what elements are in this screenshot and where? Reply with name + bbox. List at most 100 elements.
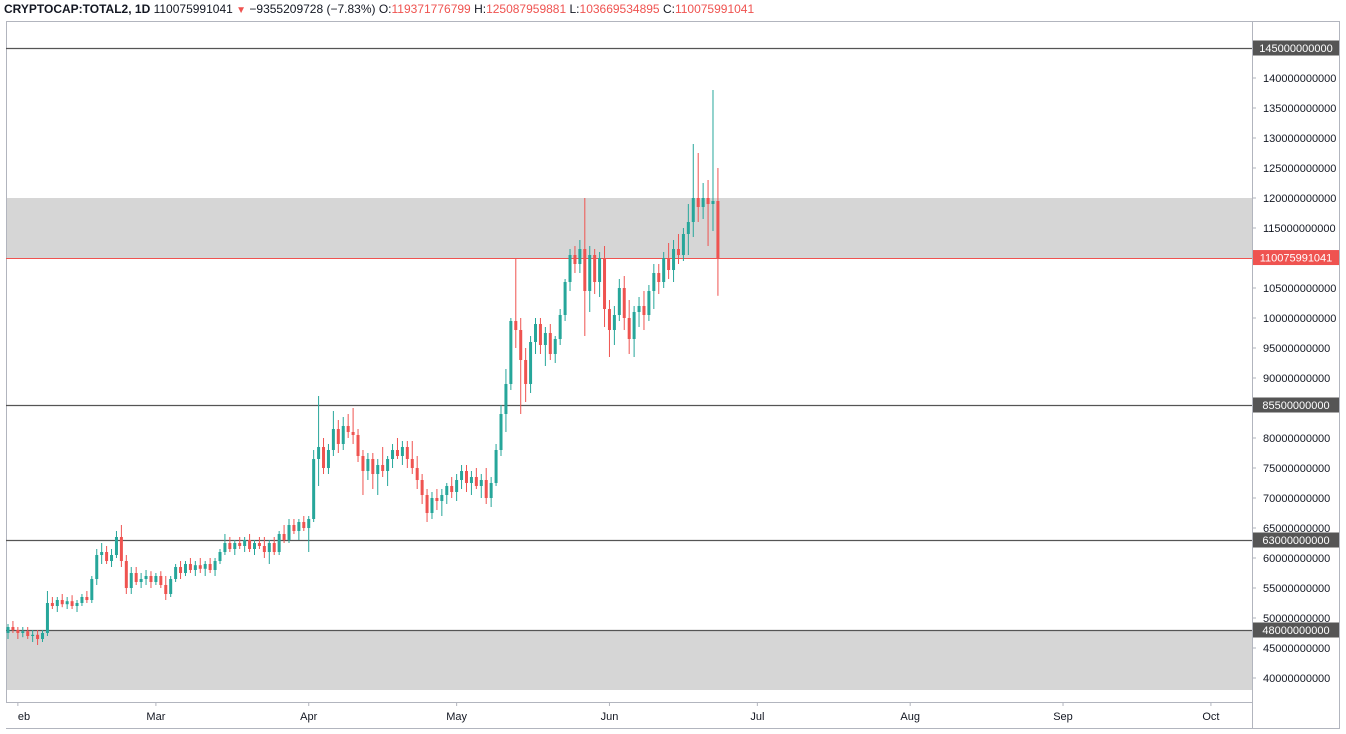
candle [302, 516, 306, 531]
zone-1 [7, 630, 1252, 690]
candle [26, 627, 30, 639]
candle-body [538, 324, 542, 345]
candle-body [667, 258, 671, 270]
y-tick-label: 135000000000 [1263, 103, 1336, 115]
symbol-label: CRYPTOCAP:TOTAL2, 1D [4, 2, 151, 16]
candle-body [198, 565, 202, 569]
candle-body [356, 435, 360, 456]
candle-body [16, 630, 20, 633]
change-value: −9355209728 (−7.83%) [249, 2, 376, 16]
candle-body [622, 288, 626, 318]
candle-body [420, 480, 424, 495]
candle-body [435, 498, 439, 501]
candle-body [612, 315, 616, 330]
candle [469, 471, 473, 495]
candle-body [617, 288, 621, 315]
zone-0 [7, 198, 1252, 258]
candle [622, 276, 626, 330]
candle [336, 420, 340, 453]
candle [174, 564, 178, 582]
x-tick-label: eb [18, 711, 30, 723]
candle [445, 483, 449, 504]
candle [70, 595, 74, 609]
candle-body [400, 447, 404, 456]
y-tick-label: 105000000000 [1263, 283, 1336, 295]
candle-body [302, 522, 306, 528]
candle-body [415, 468, 419, 480]
level-label-bg [1253, 40, 1339, 56]
candle [667, 243, 671, 279]
candle-body [381, 465, 385, 471]
candle [499, 405, 503, 456]
x-tick-label: Jul [750, 711, 764, 723]
y-tick-label: 95000000000 [1263, 343, 1330, 355]
candle [31, 630, 35, 642]
candle [400, 441, 404, 465]
candle [16, 627, 20, 639]
candle [262, 537, 266, 558]
candle-body [312, 459, 316, 519]
y-tick-label: 60000000000 [1263, 553, 1330, 565]
candle-body [672, 249, 676, 270]
candle-body [711, 201, 715, 204]
candle [282, 525, 286, 543]
y-tick-label: 70000000000 [1263, 493, 1330, 505]
candle-body [474, 477, 478, 486]
candle [410, 441, 414, 474]
candle [361, 450, 365, 495]
candle-body [243, 540, 247, 546]
y-tick-label: 115000000000 [1263, 223, 1336, 235]
candle [253, 540, 256, 555]
low-value: 103669534895 [579, 2, 660, 16]
candle [440, 489, 444, 516]
candle [519, 318, 523, 414]
candle-body [203, 564, 207, 569]
candle-body [90, 579, 94, 600]
candle [543, 327, 547, 366]
candle-body [455, 480, 459, 492]
candle [331, 411, 335, 456]
candle-body [583, 249, 587, 291]
candle-body [292, 525, 296, 531]
candle-body [119, 537, 123, 561]
candle [50, 597, 54, 609]
level-label-bg [1253, 532, 1339, 548]
candle [65, 597, 69, 609]
candle [514, 258, 518, 348]
candle [198, 558, 202, 573]
candle-body [124, 561, 128, 588]
candle-body [607, 309, 611, 330]
candle [169, 576, 173, 597]
candle [386, 456, 390, 486]
candle-body [100, 552, 104, 555]
candle-body [642, 306, 646, 315]
candle [248, 534, 252, 552]
candle [119, 525, 123, 567]
y-tick-label: 65000000000 [1263, 523, 1330, 535]
y-tick-label: 90000000000 [1263, 373, 1330, 385]
candle [233, 540, 237, 555]
candle-body [134, 573, 138, 582]
candle-body [257, 543, 261, 546]
candle [21, 627, 25, 638]
candle-body [139, 579, 143, 582]
candle-body [691, 198, 695, 222]
candle-body [75, 603, 79, 606]
candle-body [228, 543, 232, 549]
candle-body [603, 258, 607, 309]
candle-body [85, 597, 89, 600]
candle-body [376, 465, 380, 474]
candle-body [233, 543, 237, 549]
candle [45, 591, 49, 636]
level-label-bg [1253, 622, 1339, 638]
candle [179, 561, 183, 579]
candle-body [26, 631, 30, 636]
candle [144, 570, 148, 585]
candle [272, 537, 276, 555]
candle [356, 429, 360, 462]
candle [317, 396, 321, 486]
candle-body [262, 546, 266, 552]
candle-body [469, 477, 473, 483]
high-value: 125087959881 [486, 2, 567, 16]
